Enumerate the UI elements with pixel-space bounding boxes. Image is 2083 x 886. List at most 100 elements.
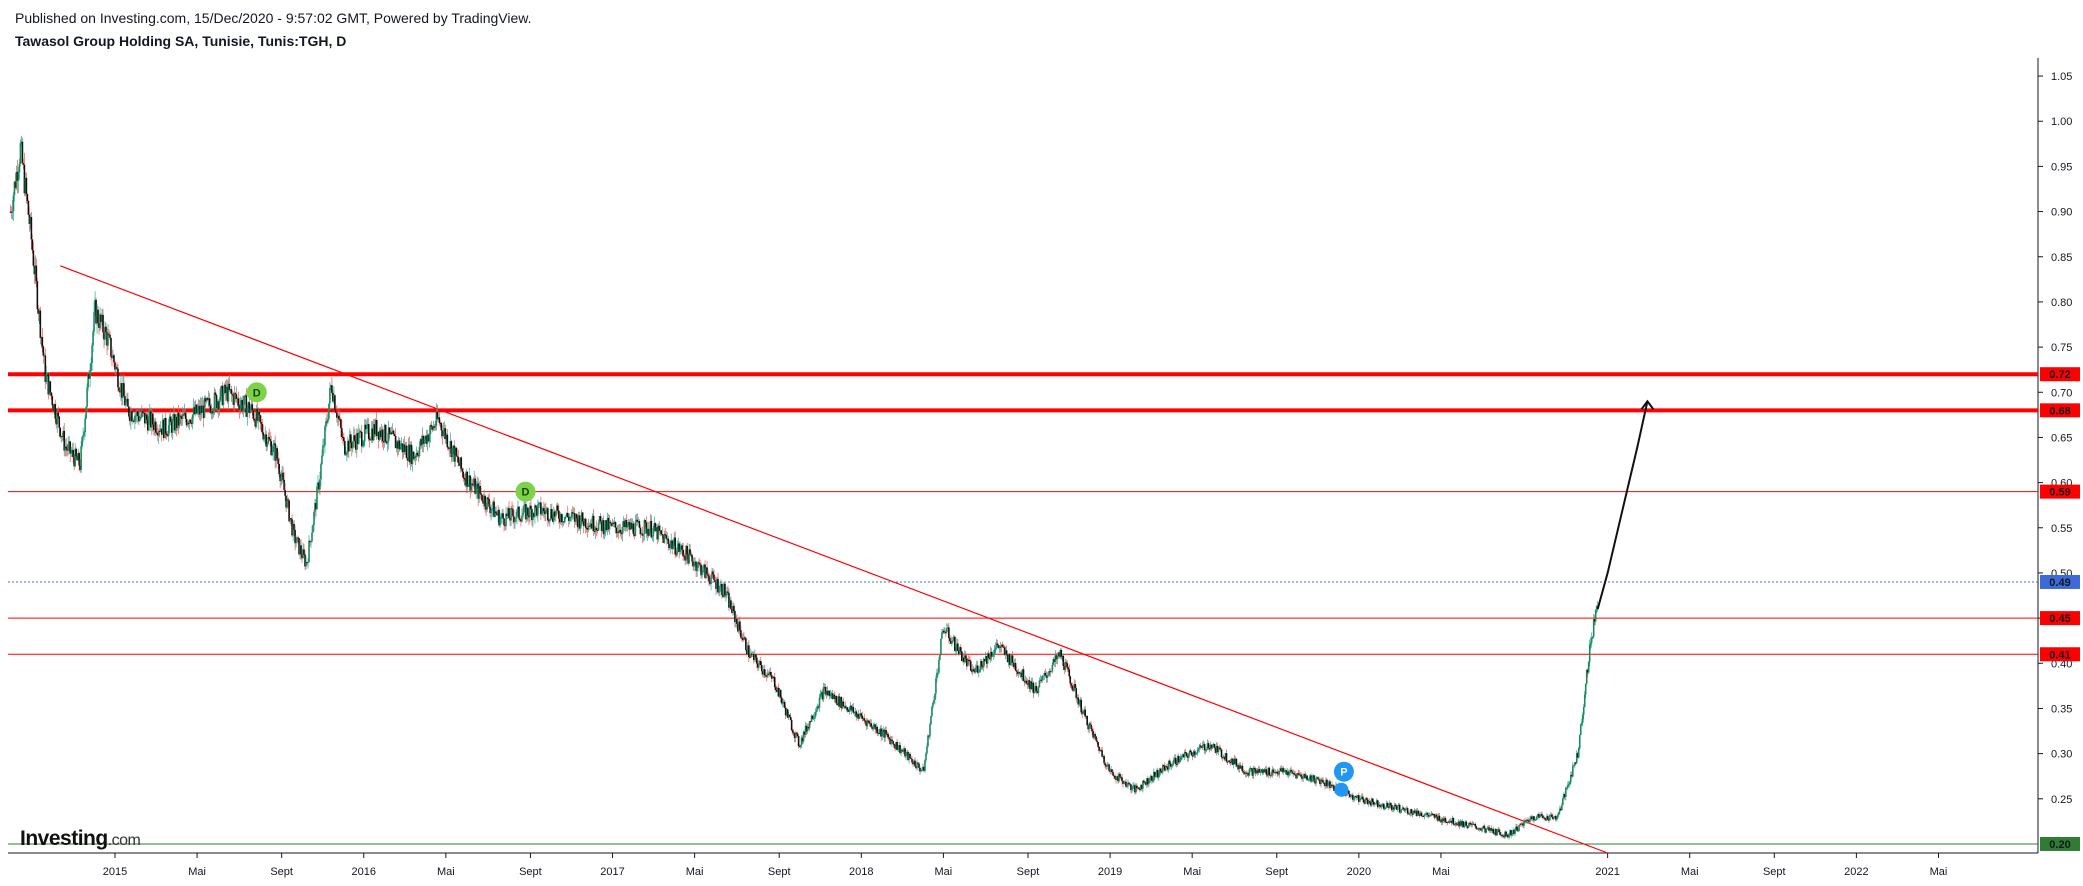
candle-body xyxy=(174,416,177,431)
candle-body xyxy=(351,442,353,449)
candle-body xyxy=(1355,795,1357,797)
candle-body xyxy=(199,405,202,415)
candle-body xyxy=(1454,823,1457,825)
candle-body xyxy=(848,708,851,712)
candle-body xyxy=(376,431,379,436)
candle-body xyxy=(1448,821,1451,823)
candle-body xyxy=(357,432,360,444)
candle-body xyxy=(1491,828,1493,831)
candle-body xyxy=(1274,772,1277,774)
candle-body xyxy=(1219,748,1222,750)
candle-body xyxy=(337,415,339,418)
candle-body xyxy=(1360,797,1362,799)
candle-body xyxy=(1546,816,1548,820)
candle-body xyxy=(1127,782,1129,786)
candle-body xyxy=(370,428,373,440)
candle-body xyxy=(1420,812,1423,817)
candle-body xyxy=(1225,753,1228,762)
candle-body xyxy=(69,441,71,454)
candle-body xyxy=(673,537,676,545)
candle-body xyxy=(1386,802,1389,807)
candle-body xyxy=(721,584,723,595)
candle-body xyxy=(800,737,803,745)
candle-body xyxy=(792,732,795,734)
candle-body xyxy=(1282,768,1285,773)
candle-body xyxy=(324,426,326,446)
candle-body xyxy=(466,471,469,487)
candle-body xyxy=(1327,785,1329,787)
candle-body xyxy=(1587,661,1590,673)
candle-body xyxy=(599,516,602,522)
candle-body xyxy=(722,594,724,597)
candle-body xyxy=(1100,750,1102,752)
candle-body xyxy=(661,534,664,536)
candle-body xyxy=(978,669,981,672)
candle-body xyxy=(1002,646,1005,648)
candle-body xyxy=(1268,767,1271,776)
projection-arrow xyxy=(1596,401,1649,610)
candle-body xyxy=(1585,669,1588,684)
candle-body xyxy=(603,530,606,535)
candle-body xyxy=(100,314,102,322)
candle-body xyxy=(1208,747,1211,750)
candle-body xyxy=(1059,649,1062,657)
candle-body xyxy=(587,525,590,530)
candle-body xyxy=(834,696,837,700)
candle-body xyxy=(1184,752,1187,754)
candle-body xyxy=(1253,768,1256,770)
candle-body xyxy=(973,671,976,673)
candle-body xyxy=(1485,828,1488,833)
candle-body xyxy=(1107,764,1109,766)
candle-body xyxy=(1373,803,1376,805)
candle-body xyxy=(791,730,794,733)
candle-body xyxy=(1570,774,1573,777)
candle-body xyxy=(686,545,688,555)
candle-body xyxy=(1113,775,1115,777)
candle-body xyxy=(847,709,850,712)
candle-body xyxy=(1503,835,1505,838)
candle-body xyxy=(1555,815,1557,820)
candle-body xyxy=(1223,756,1226,760)
candle-body xyxy=(1068,669,1071,677)
candle-body xyxy=(1450,820,1453,823)
candle-body xyxy=(297,537,299,539)
candle-body xyxy=(454,447,457,462)
candle-body xyxy=(684,556,686,561)
candle-body xyxy=(1188,750,1191,755)
candle-body xyxy=(1048,671,1051,675)
candle-body xyxy=(838,696,841,707)
candle-body xyxy=(1556,817,1558,820)
x-tick-label: Mai xyxy=(437,866,455,878)
candle-body xyxy=(1104,763,1106,765)
candle-body xyxy=(1185,752,1188,757)
candle-body xyxy=(1040,679,1043,681)
candle-body xyxy=(899,745,901,754)
candle-body xyxy=(185,418,188,426)
candle-body xyxy=(1081,712,1084,714)
candle-body xyxy=(1483,825,1486,829)
candle-body xyxy=(1082,710,1085,714)
candle-body xyxy=(111,356,113,358)
trendline xyxy=(60,265,1608,854)
candle-body xyxy=(685,545,687,561)
candle-body xyxy=(1305,775,1307,779)
candle-body xyxy=(1393,804,1396,810)
candle-body xyxy=(545,509,547,515)
candle-body xyxy=(511,508,513,510)
candle-body xyxy=(144,412,146,424)
candle-body xyxy=(703,564,705,566)
candle-body xyxy=(788,714,791,717)
candle-body xyxy=(363,424,366,442)
candle-body xyxy=(352,441,354,449)
candle-body xyxy=(935,678,937,694)
candle-body xyxy=(1381,803,1384,805)
candle-body xyxy=(1332,785,1334,787)
candle-body xyxy=(1589,642,1592,645)
candle-body xyxy=(967,659,970,661)
candle-body xyxy=(604,520,607,531)
candle-body xyxy=(239,404,242,411)
candle-body xyxy=(405,445,408,459)
candle-body xyxy=(46,373,49,375)
candle-body xyxy=(947,627,949,629)
